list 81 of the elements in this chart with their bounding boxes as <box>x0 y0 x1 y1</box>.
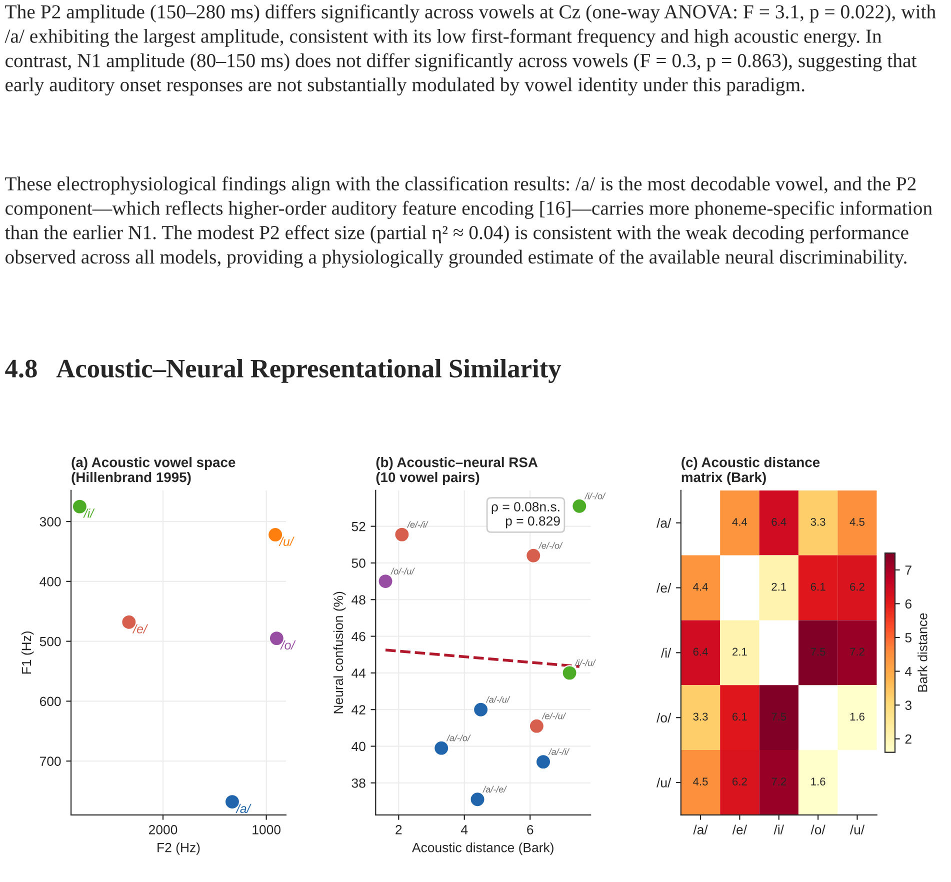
y-tick-label: 300 <box>40 517 61 526</box>
color-bar-title: Bark distance <box>918 613 928 692</box>
x-tick-label: /o/ <box>810 824 826 834</box>
y-tick-label: 500 <box>40 636 61 646</box>
y-axis-title: Neural confusion (%) <box>333 592 346 714</box>
x-axis-title: Acoustic distance (Bark) <box>412 842 554 855</box>
text: The P2 amplitude (150–280 ms) differs significantly across vowels at Cz (one-way ANOVA: F = 3.1, p = 0.022), with /a/ exhibiting the largest amplitude, consistent with its low first-formant frequency and high acoustic energy. In contrast, N1 amplitude (80–150 ms) does not differ significantly across vowels (F = 0.3, p = 0.863), suggesting that early auditory onset responses are not substantially modulated by vowel identity under this paradigm. <box>4 4 936 96</box>
data-label: 6.2 <box>850 582 864 591</box>
x-tick-label: 2 <box>396 825 402 834</box>
x-tick-label: 4 <box>461 825 468 834</box>
data-label: 6.4 <box>772 518 786 526</box>
data-label: 2.1 <box>772 582 786 591</box>
data-label: 6.2 <box>732 778 747 786</box>
annotation: /e/-/u/ <box>542 712 566 720</box>
x-tick-label: /u/ <box>850 824 865 834</box>
x-tick-label: /e/ <box>732 824 748 834</box>
color-bar-label: 3 <box>905 700 912 710</box>
data-label: 7.2 <box>772 778 786 786</box>
x-tick-label: /a/ <box>693 824 708 834</box>
y-tick-label: /o/ <box>656 712 672 723</box>
y-axis-title: F1 (Hz) <box>21 632 34 674</box>
y-tick-label: 700 <box>40 756 61 766</box>
data-label: 7.2 <box>850 648 864 656</box>
series-label: /e/ <box>132 624 148 634</box>
y-tick-label: /a/ <box>656 518 672 528</box>
y-tick-label: 44 <box>352 668 366 678</box>
y-tick-label: 400 <box>40 576 61 586</box>
annotation: /i/-/u/ <box>574 659 596 666</box>
data-label: 4.5 <box>850 518 864 526</box>
text: These electrophysiological findings align with the classification results: /a/ is the most decodable vowel, and the P2 component—which reflects higher-order auditory feature encoding [16]—carries more phoneme-specific information than the earlier N1. The modest P2 effect size (partial η² ≈ 0.04) is consistent with the weak decoding performance observed across all models, providing a physiologically grounded estimate of the available neural discriminability. <box>4 176 932 268</box>
y-tick-label: 42 <box>352 705 366 714</box>
x-tick-label: 1000 <box>252 825 280 834</box>
data-label: 1.6 <box>850 712 864 721</box>
data-label: 3.3 <box>810 518 826 526</box>
text: 4.8 Acoustic–Neural Representational Similarity <box>5 358 562 383</box>
color-bar-label: 4 <box>905 666 912 676</box>
data-label: 7.5 <box>810 648 826 656</box>
annotation: /a/-/o/ <box>446 734 471 742</box>
data-label: 1.6 <box>811 778 826 786</box>
y-tick-label: 52 <box>352 522 366 532</box>
y-tick-label: /i/ <box>660 648 672 658</box>
color-bar-label: 5 <box>905 633 912 642</box>
annotation: /o/-/u/ <box>390 568 415 574</box>
series-label: /i/ <box>83 508 95 518</box>
color-bar-label: 7 <box>905 566 912 575</box>
annotation: /a/-/u/ <box>486 696 510 703</box>
y-tick-label: /e/ <box>656 582 672 593</box>
series-label: /a/ <box>236 804 252 814</box>
chart-title: (c) Acoustic distance matrix (Bark) <box>682 457 820 485</box>
data-label: 7.5 <box>772 712 786 721</box>
color-bar-label: 6 <box>905 599 912 609</box>
annotation: /e/-/i/ <box>406 521 428 528</box>
y-tick-label: /u/ <box>656 778 672 788</box>
y-tick-label: 600 <box>40 696 61 706</box>
data-label: 6.1 <box>810 582 826 591</box>
data-label: 6.4 <box>693 648 708 656</box>
data-label: 2.1 <box>732 648 747 656</box>
annotation: /i/-/o/ <box>584 492 606 500</box>
x-axis-title: F2 (Hz) <box>158 842 200 855</box>
y-tick-label: 38 <box>352 778 366 788</box>
annotation: ρ = 0.08n.s. p = 0.829 <box>492 502 560 528</box>
annotation: /e/-/o/ <box>538 542 563 549</box>
annotation: /a/-/e/ <box>482 786 507 793</box>
x-tick-label: 2000 <box>148 825 178 834</box>
color-bar-label: 2 <box>905 734 912 744</box>
chart-title: (b) Acoustic–neural RSA (10 vowel pairs) <box>376 457 538 485</box>
series-label: /u/ <box>278 536 294 546</box>
data-label: 4.4 <box>693 582 708 591</box>
chart-title: (a) Acoustic vowel space (Hillenbrand 1995) <box>72 457 236 485</box>
y-tick-label: 48 <box>352 595 366 605</box>
data-label: 4.4 <box>732 518 748 526</box>
y-tick-label: 50 <box>352 558 366 568</box>
data-label: 3.3 <box>693 712 708 721</box>
series-label: /o/ <box>280 640 296 650</box>
x-tick-label: /i/ <box>774 824 784 834</box>
y-tick-label: 40 <box>352 742 366 752</box>
y-tick-label: 46 <box>352 632 366 642</box>
x-tick-label: 6 <box>527 825 534 834</box>
annotation: /a/-/i/ <box>548 748 570 755</box>
data-label: 4.5 <box>693 778 708 786</box>
data-label: 6.1 <box>732 712 747 721</box>
